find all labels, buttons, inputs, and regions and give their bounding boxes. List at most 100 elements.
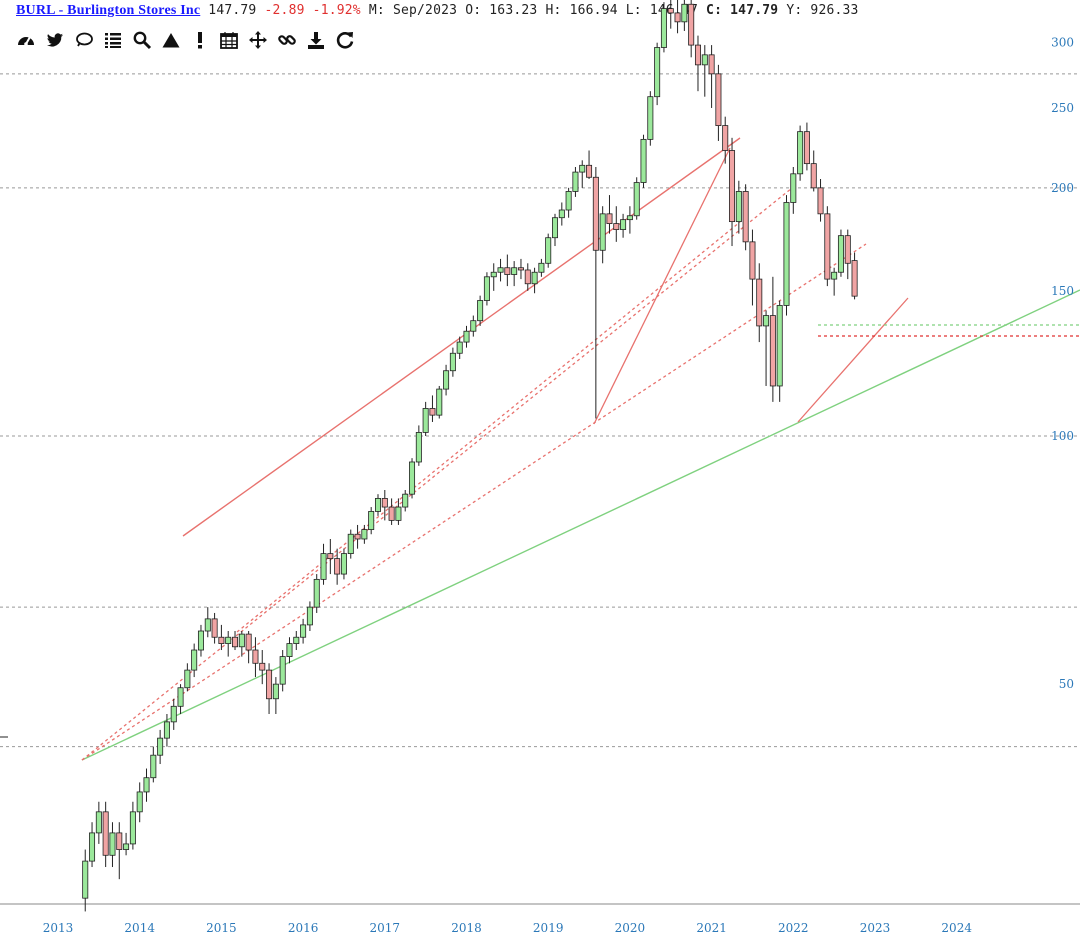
candle-up	[157, 737, 164, 756]
candle-down	[613, 223, 620, 230]
candle-up	[306, 606, 313, 626]
candle-up	[579, 164, 586, 173]
link-icon[interactable]	[275, 28, 299, 52]
candle-up	[374, 498, 381, 512]
price-change-pct: -1.92%	[312, 3, 361, 18]
price-change: -2.89	[264, 3, 305, 18]
candle-up	[347, 533, 354, 555]
candle-down	[694, 44, 701, 66]
candle-up	[783, 202, 790, 306]
candle-up	[837, 235, 844, 273]
candle-up	[136, 791, 143, 813]
candle-up	[123, 843, 130, 850]
candle-up	[422, 408, 429, 433]
candle-up	[402, 493, 409, 508]
x-tick-label: 2023	[860, 921, 891, 935]
candle-up	[558, 209, 565, 219]
y-axis: 10015020025030035040045050055060065050	[1051, 36, 1074, 691]
candle-down	[749, 241, 756, 280]
close-value: 147.79	[730, 3, 779, 18]
candle-up	[313, 578, 320, 608]
candlestick-series	[82, 0, 858, 912]
candle-up	[626, 215, 633, 221]
x-tick-label: 2013	[43, 921, 74, 935]
candle-up	[89, 832, 96, 862]
support-trendline	[81, 289, 1080, 761]
candle-up	[831, 271, 838, 280]
candle-down	[524, 269, 531, 285]
ticker-link[interactable]: BURL - Burlington Stores Inc	[16, 3, 201, 18]
calendar-icon[interactable]	[217, 28, 241, 52]
candle-up	[449, 352, 456, 372]
candle-up	[797, 131, 804, 175]
candle-down	[266, 669, 273, 700]
candle-down	[729, 150, 736, 223]
candle-up	[701, 54, 708, 66]
volume-value: Y: 926.33	[786, 3, 859, 18]
alert-icon[interactable]	[188, 28, 212, 52]
candle-up	[238, 633, 245, 648]
refresh-icon[interactable]	[333, 28, 357, 52]
download-icon[interactable]	[304, 28, 328, 52]
x-tick-label: 2019	[533, 921, 564, 935]
candle-down	[504, 267, 511, 275]
candle-down	[708, 54, 715, 75]
candle-up	[477, 300, 484, 322]
x-tick-label: 2018	[451, 921, 482, 935]
candle-up	[735, 191, 742, 223]
candle-up	[790, 173, 797, 203]
x-tick-label: 2024	[941, 921, 972, 935]
x-tick-label: 2017	[370, 921, 401, 935]
candle-down	[715, 73, 722, 126]
candle-up	[272, 683, 279, 700]
candle-up	[177, 687, 184, 707]
candle-down	[606, 213, 613, 224]
candle-up	[545, 237, 552, 264]
candle-down	[824, 213, 831, 280]
channel-upper-line	[182, 137, 741, 537]
candle-up	[197, 630, 204, 651]
candle-up	[415, 432, 422, 463]
candle-up	[82, 860, 89, 899]
y-tick-label: 200	[1051, 181, 1074, 195]
candle-down	[116, 832, 123, 850]
candle-down	[327, 553, 334, 560]
candle-down	[259, 662, 266, 671]
triangle-icon[interactable]	[159, 28, 183, 52]
candle-down	[592, 176, 599, 251]
move-icon[interactable]	[246, 28, 270, 52]
candle-up	[681, 3, 688, 23]
candle-down	[688, 3, 695, 46]
candle-up	[647, 96, 654, 140]
candle-down	[211, 618, 218, 638]
y-tick-label: 100	[1051, 429, 1074, 443]
candle-down	[722, 125, 729, 151]
candle-up	[660, 8, 667, 48]
candle-up	[109, 832, 116, 856]
candle-up	[95, 811, 102, 834]
candle-down	[803, 131, 810, 165]
twitter-icon[interactable]	[43, 28, 67, 52]
trendlines	[81, 137, 1080, 761]
candle-up	[300, 624, 307, 638]
search-icon[interactable]	[130, 28, 154, 52]
candle-up	[184, 669, 191, 689]
dashboard-icon[interactable]	[14, 28, 38, 52]
candle-up	[552, 217, 559, 239]
candle-up	[620, 219, 627, 230]
x-tick-label: 2021	[696, 921, 727, 935]
candle-down	[381, 498, 388, 508]
list-icon[interactable]	[101, 28, 125, 52]
x-tick-label: 2016	[288, 921, 319, 935]
y-tick-label: 250	[1051, 101, 1074, 115]
candle-up	[409, 461, 416, 495]
candle-down	[252, 649, 259, 664]
candle-up	[340, 553, 347, 575]
candle-up	[463, 330, 470, 343]
candle-up	[279, 656, 286, 685]
fan-line-2	[81, 243, 867, 761]
comment-icon[interactable]	[72, 28, 96, 52]
y-tick-label: 50	[1059, 677, 1074, 691]
candle-down	[517, 267, 524, 271]
